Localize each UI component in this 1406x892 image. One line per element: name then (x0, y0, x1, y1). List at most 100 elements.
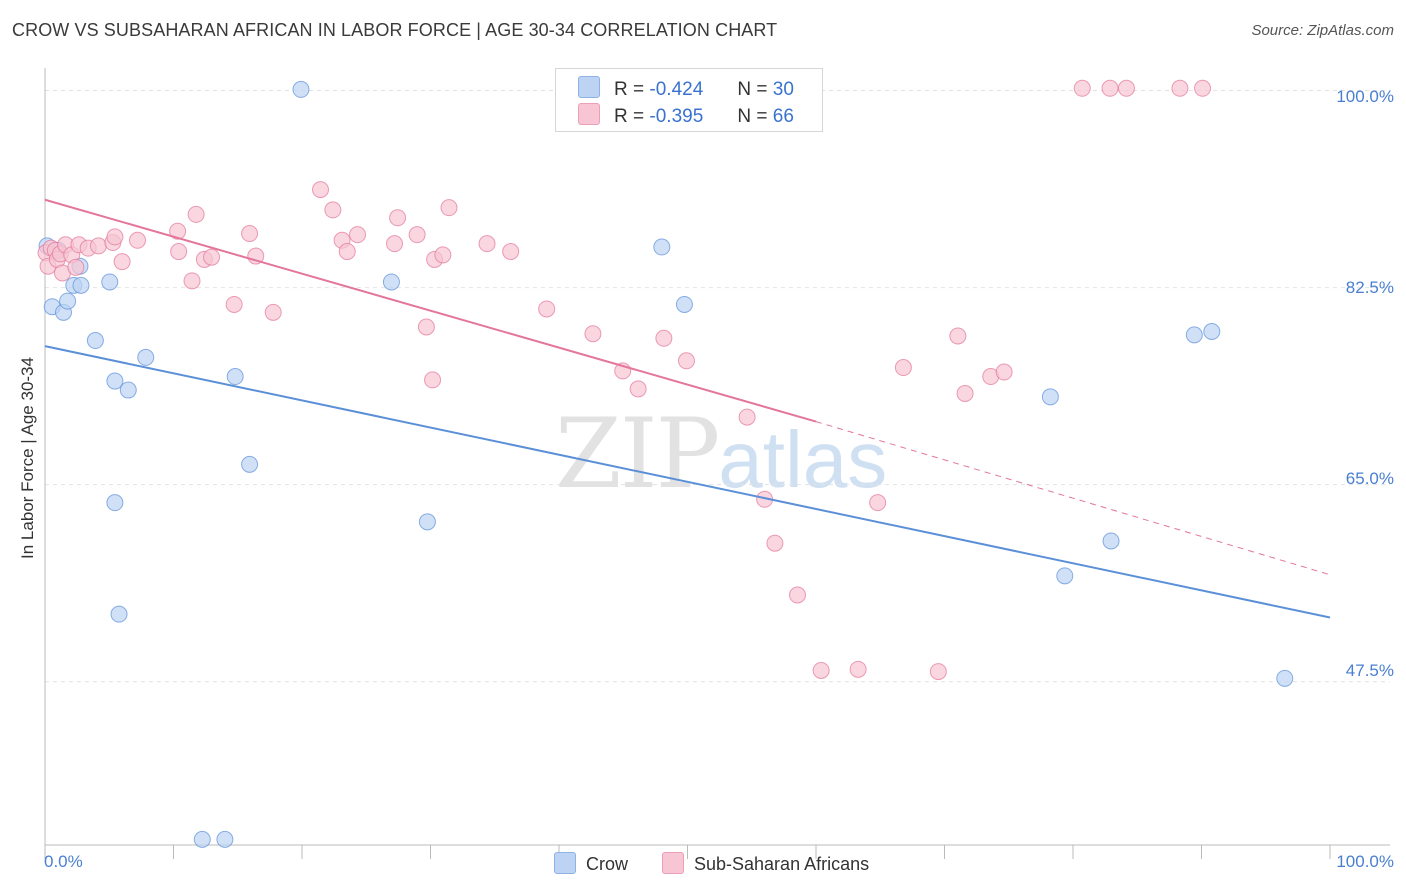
source-label: Source: ZipAtlas.com (1251, 22, 1394, 39)
subsaharan-point (584, 325, 602, 343)
subsaharan-point (869, 494, 887, 512)
crow-point (653, 238, 671, 256)
subsaharan-point (264, 303, 282, 321)
subsaharan-legend-swatch (662, 852, 684, 874)
subsaharan-point (67, 258, 85, 276)
crow-legend-label: Crow (586, 854, 629, 874)
crow-point (86, 332, 104, 350)
r-value: -0.395 (649, 106, 704, 127)
subsaharan-point (738, 408, 756, 426)
crow-legend-swatch (554, 852, 576, 874)
subsaharan-point (677, 352, 695, 370)
y-axis-label: In Labor Force | Age 30-34 (18, 357, 37, 559)
crow-point (101, 273, 119, 291)
crow-point (106, 372, 124, 390)
subsaharan-point (241, 225, 259, 243)
subsaharan-point (949, 327, 967, 345)
crow-point (1056, 567, 1074, 585)
crow-point (137, 348, 155, 366)
crow-point (226, 368, 244, 386)
subsaharan-point (478, 235, 496, 253)
subsaharan-point (812, 661, 830, 679)
r-label: R = (614, 79, 645, 100)
y-tick-label-47-5: 47.5% (1345, 661, 1394, 680)
subsaharan-point (424, 371, 442, 389)
crow-point (1203, 323, 1221, 341)
crow-point (72, 276, 90, 294)
subsaharan-point (502, 243, 520, 261)
subsaharan-point (929, 663, 947, 681)
x-tick-label-100: 100.0% (1336, 852, 1394, 871)
crow-point (119, 381, 137, 399)
x-tick-label-0: 0.0% (44, 852, 83, 871)
subsaharan-point (995, 363, 1013, 381)
y-tick-label-100: 100.0% (1336, 87, 1394, 106)
subsaharan-point (538, 300, 556, 318)
subsaharan-point (956, 384, 974, 402)
subsaharan-swatch (578, 103, 600, 125)
subsaharan-point (1101, 79, 1119, 97)
subsaharan-point (788, 586, 806, 604)
n-label: N = (737, 106, 768, 127)
subsaharan-point (129, 231, 147, 249)
subsaharan-trend-extension (815, 421, 1331, 576)
subsaharan-point (655, 329, 673, 347)
n-value: 30 (772, 79, 794, 100)
subsaharan-point (1117, 79, 1135, 97)
subsaharan-point (338, 243, 356, 261)
subsaharan-point (89, 237, 107, 255)
watermark-zip: ZIP (555, 398, 720, 510)
subsaharan-point (389, 209, 407, 227)
watermark-atlas: atlas (718, 415, 888, 504)
subsaharan-point (629, 380, 647, 398)
crow-point (59, 292, 77, 310)
crow-point (1276, 669, 1294, 687)
subsaharan-trend-line (44, 198, 817, 423)
subsaharan-legend-label: Sub-Saharan Africans (694, 854, 870, 874)
n-value: 66 (772, 106, 794, 127)
crow-point (382, 273, 400, 291)
zipatlas-watermark: ZIPatlas (555, 398, 887, 510)
n-label: N = (737, 79, 768, 100)
crow-point (675, 295, 693, 313)
crow-point (418, 513, 436, 531)
legend-item-subsaharan: Sub-Saharan Africans (662, 852, 869, 875)
subsaharan-point (225, 295, 243, 313)
subsaharan-point (324, 201, 342, 219)
subsaharan-point (408, 226, 426, 244)
subsaharan-point (434, 246, 452, 264)
y-tick-label-65: 65.0% (1345, 469, 1394, 488)
crow-swatch (578, 76, 600, 98)
subsaharan-point (440, 199, 458, 217)
subsaharan-point (170, 243, 188, 261)
crow-point (216, 830, 234, 848)
subsaharan-point (417, 318, 435, 336)
y-tick-label-82-5: 82.5% (1345, 278, 1394, 297)
legend-row-subsaharan: R = -0.395 N = 66 (578, 103, 794, 127)
stats-legend: R = -0.424 N = 30 R = -0.395 N = 66 (555, 68, 823, 132)
crow-point (106, 494, 124, 512)
subsaharan-point (766, 534, 784, 552)
crow-point (1041, 388, 1059, 406)
subsaharan-point (187, 205, 205, 223)
crow-trend-line (44, 345, 1331, 619)
crow-point (110, 605, 128, 623)
subsaharan-point (106, 228, 124, 246)
legend-item-crow: Crow (554, 852, 628, 875)
r-value: -0.424 (649, 79, 704, 100)
crow-point (241, 455, 259, 473)
crow-point (1185, 326, 1203, 344)
crow-point (292, 80, 310, 98)
subsaharan-point (386, 235, 404, 253)
subsaharan-point (349, 226, 367, 244)
subsaharan-point (203, 248, 221, 266)
r-label: R = (614, 106, 645, 127)
subsaharan-point (894, 359, 912, 377)
subsaharan-point (1194, 79, 1212, 97)
crow-point (1102, 532, 1120, 550)
chart-title: CROW VS SUBSAHARAN AFRICAN IN LABOR FORC… (12, 20, 778, 40)
subsaharan-point (312, 181, 330, 199)
subsaharan-point (113, 253, 131, 271)
subsaharan-point (1171, 79, 1189, 97)
